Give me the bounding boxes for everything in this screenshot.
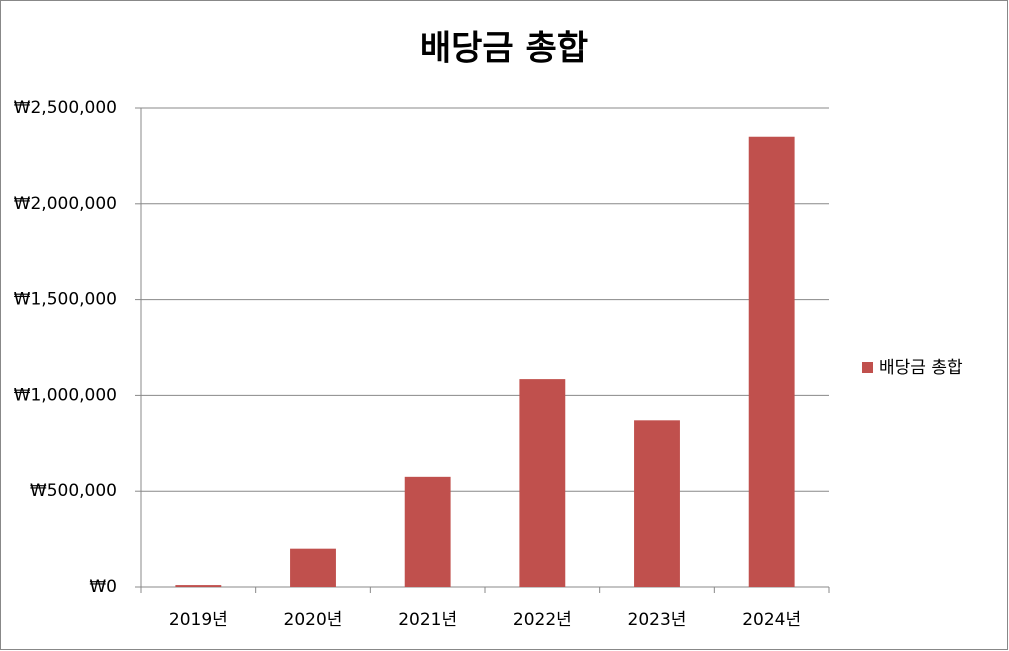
y-tick-label: ₩500,000 xyxy=(30,481,117,501)
bar xyxy=(748,136,795,588)
bar xyxy=(634,420,680,587)
y-tick-label: ₩1,500,000 xyxy=(14,290,117,310)
x-tick-label: 2021년 xyxy=(398,610,457,630)
x-tick-label: 2024년 xyxy=(742,610,801,630)
x-tick-label: 2019년 xyxy=(169,610,228,630)
x-tick-label: 2020년 xyxy=(284,610,343,630)
chart-title: 배당금 총합 xyxy=(420,29,588,69)
x-tick-label: 2023년 xyxy=(628,610,687,630)
x-tick-label: 2022년 xyxy=(513,610,572,630)
y-tick-label: ₩0 xyxy=(89,577,117,597)
y-tick-label: ₩2,000,000 xyxy=(14,194,117,214)
bar xyxy=(175,585,222,587)
bar xyxy=(519,379,566,587)
y-tick-label: ₩1,000,000 xyxy=(14,385,117,405)
legend-label: 배당금 총합 xyxy=(879,358,963,378)
y-tick-label: ₩2,500,000 xyxy=(14,98,117,118)
bar xyxy=(290,548,336,587)
legend-swatch xyxy=(862,362,873,373)
bar xyxy=(404,476,451,587)
